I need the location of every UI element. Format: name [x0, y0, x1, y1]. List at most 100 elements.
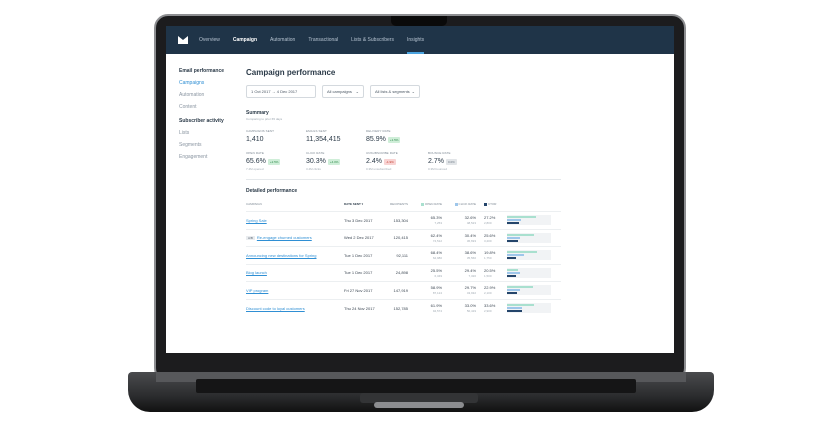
- table-row[interactable]: A/B Re-engage churned customers Wed 2 Dec …: [246, 228, 561, 247]
- ctor-count: 2,100: [484, 291, 492, 296]
- bar-chart-cell: [507, 263, 561, 282]
- list-filter-dropdown[interactable]: All lists & segments ⌄: [370, 85, 420, 98]
- stat-label: Bounce rate: [428, 151, 451, 155]
- sidebar-item-automation[interactable]: Automation: [179, 92, 205, 98]
- bar-chart-cell: [507, 281, 561, 299]
- open-rate-bar: [507, 286, 533, 289]
- nav-overview[interactable]: Overview: [199, 37, 220, 43]
- table-row[interactable]: VIP program Fri 27 Nov 2017 147,919 58.9% 87…: [246, 281, 561, 299]
- campaign-name-link[interactable]: Re-engage churned customers: [256, 235, 312, 241]
- nav-transactional[interactable]: Transactional: [308, 37, 339, 43]
- bar-chart-cell: [507, 228, 561, 247]
- sidebar-heading-email: Email performance: [179, 68, 225, 74]
- sidebar-item-engagement[interactable]: Engagement: [179, 154, 208, 160]
- col-campaign[interactable]: Campaign: [246, 202, 262, 206]
- col-date-sent[interactable]: Date sent ▾: [344, 202, 364, 206]
- bar-track: [507, 285, 551, 296]
- nav-automation[interactable]: Automation: [270, 37, 296, 43]
- nav-campaign[interactable]: Campaign: [232, 37, 258, 43]
- click-rate-cell: 32.6% 48,523: [450, 211, 484, 229]
- rate-bars: [507, 250, 551, 261]
- date-sent-cell: Wed 2 Dec 2017: [344, 228, 388, 247]
- laptop-base-edge: [156, 372, 686, 382]
- campaign-name-link[interactable]: Announcing new destinations for Spring: [246, 252, 317, 258]
- stat-label: Campaigns sent: [246, 129, 275, 133]
- campaign-name-cell[interactable]: A/B Re-engage churned customers: [246, 228, 344, 247]
- campaign-name-link[interactable]: Discount code to loyal customers: [246, 305, 305, 311]
- campaign-name-cell[interactable]: Blog launch: [246, 263, 344, 282]
- date-range-picker[interactable]: 1 Oct 2017 → 4 Dec 2017: [246, 85, 316, 98]
- col-ctor[interactable]: CTOR: [484, 202, 507, 212]
- sidebar: Email performance Campaigns Automation C…: [179, 68, 239, 166]
- campaign-name-link[interactable]: VIP program: [246, 287, 269, 293]
- campaign-name-cell[interactable]: VIP program: [246, 281, 344, 299]
- ctor-cell: 25.6% 3,200: [484, 228, 507, 247]
- campaign-name-link[interactable]: Blog launch: [246, 270, 267, 276]
- click-count: 48,523: [466, 221, 476, 226]
- nav-insights[interactable]: Insights: [406, 26, 425, 54]
- sidebar-item-lists[interactable]: Lists: [179, 130, 190, 136]
- sidebar-item-content[interactable]: Content: [179, 104, 197, 110]
- col-recipients[interactable]: Recipients: [389, 202, 408, 206]
- ctor-cell: 22.9% 2,100: [484, 281, 507, 299]
- ctor-count: 2,800: [484, 221, 492, 226]
- stat-value: 2.7%: [428, 158, 444, 165]
- stat-subtext: 7.4M opened: [246, 167, 264, 171]
- date-sent-cell: Tue 1 Dec 2017: [344, 263, 388, 282]
- ctor-bar: [507, 292, 518, 295]
- recipients-cell: 152,785: [388, 298, 416, 317]
- ctor-count: 3,200: [484, 238, 492, 243]
- click-rate-value: 38.6%: [464, 250, 476, 256]
- sidebar-item-campaigns[interactable]: Campaigns: [179, 80, 205, 86]
- laptop-hinge: [374, 402, 464, 408]
- rate-bars: [507, 303, 551, 313]
- stat-change-badge: -1.9%: [383, 158, 396, 165]
- recipients-cell: 92,111: [388, 246, 416, 264]
- laptop-trackpad: [360, 393, 478, 403]
- campaign-filter-dropdown[interactable]: All campaigns ⌄: [322, 85, 364, 98]
- stat-card: Click rate 30.3% +4.0% 3.4M clicks: [306, 151, 366, 171]
- table-row[interactable]: Blog launch Tue 1 Dec 2017 24,898 25.5% 6,34…: [246, 263, 561, 282]
- ctor-bar: [507, 310, 522, 312]
- ctor-bar: [507, 257, 516, 260]
- rate-bars: [507, 267, 551, 278]
- stat-label: Delivery rate: [366, 129, 391, 133]
- table-row[interactable]: Announcing new destinations for Spring Tu…: [246, 246, 561, 264]
- campaign-name-cell[interactable]: Discount code to loyal customers: [246, 298, 344, 317]
- click-rate-cell: 29.4% 7,320: [450, 263, 484, 282]
- stat-subtext: 3.4M clicks: [306, 167, 321, 171]
- campaign-name-cell[interactable]: Announcing new destinations for Spring: [246, 246, 344, 264]
- campaign-name-link[interactable]: Spring Sale: [246, 217, 267, 223]
- table-row[interactable]: Discount code to loyal customers Thu 24 N…: [246, 298, 561, 317]
- ctor-value: 20.5%: [484, 267, 496, 273]
- stat-card: Unsubscribe rate 2.4% -1.9% 0.3M unsubscrib…: [366, 151, 428, 171]
- main-content: Campaign performance 1 Oct 2017 → 4 Dec …: [246, 68, 561, 317]
- sidebar-item-segments[interactable]: Segments: [179, 142, 202, 148]
- brand-logo-icon[interactable]: [178, 36, 188, 44]
- stat-card: Bounce rate 2.7% 0.0% 0.3M bounced: [428, 151, 488, 171]
- open-rate-value: 25.5%: [430, 267, 442, 273]
- bar-chart-cell: [507, 298, 561, 317]
- laptop-keyboard: [196, 379, 636, 393]
- table-body: Spring Sale Thu 3 Dec 2017 153,304 65.3% 7,2…: [246, 211, 561, 317]
- stat-change-badge: +4.0%: [327, 158, 341, 165]
- table-row[interactable]: Spring Sale Thu 3 Dec 2017 153,304 65.3% 7,2…: [246, 211, 561, 229]
- nav-lists-subscribers[interactable]: Lists & Subscribers: [351, 37, 394, 43]
- bar-track: [507, 303, 551, 313]
- stat-card: Open rate 65.6% +2.5% 7.4M opened: [246, 151, 306, 171]
- click-rate-bar: [507, 254, 524, 257]
- ctor-cell: 19.8% 1,750: [484, 246, 507, 264]
- performance-table: Campaign Date sent ▾ Recipients Open rat…: [246, 202, 561, 317]
- bar-chart-cell: [507, 211, 561, 229]
- ctor-bar: [507, 239, 519, 242]
- bar-track: [507, 215, 551, 226]
- col-open-rate[interactable]: Open rate: [416, 202, 450, 212]
- stat-value-row: 65.6% +2.5%: [246, 158, 306, 165]
- col-click-rate[interactable]: Click rate: [450, 202, 484, 212]
- stat-value: 30.3%: [306, 158, 326, 165]
- stat-subtext: 0.3M bounced: [428, 167, 448, 171]
- click-rate-bar: [507, 307, 522, 309]
- col-open-rate-label: Open rate: [424, 202, 442, 206]
- campaign-name-cell[interactable]: Spring Sale: [246, 211, 344, 229]
- recipients-cell: 24,898: [388, 263, 416, 282]
